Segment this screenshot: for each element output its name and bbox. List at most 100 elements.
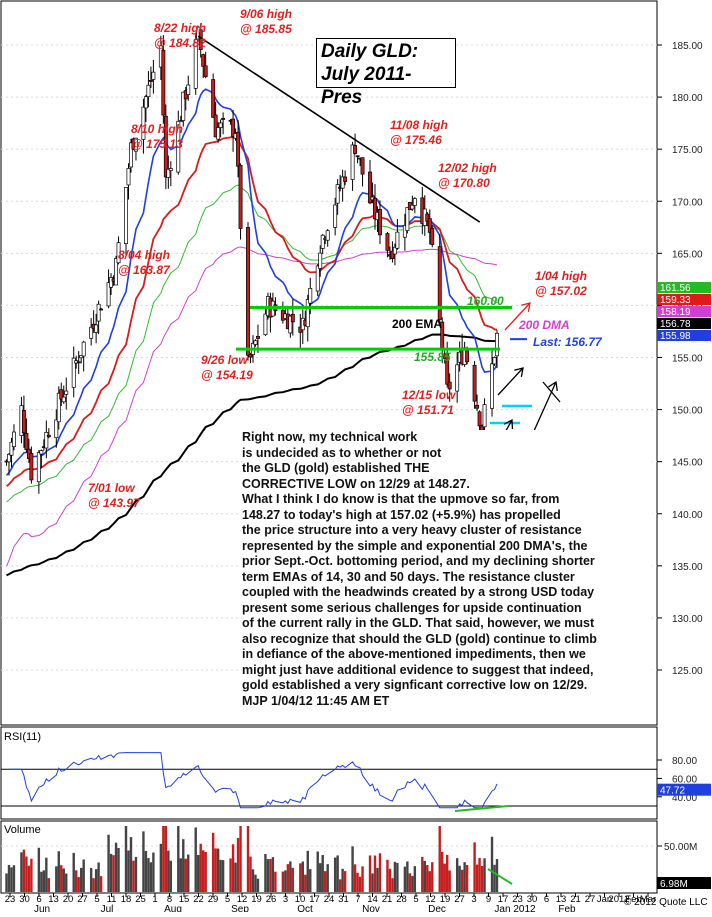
ema200-label: 200 EMA [392,317,442,331]
x-tick-label: 6 [544,894,549,905]
volume-bar [475,864,479,892]
candle-body [96,303,101,322]
annotations: 8/22 high@ 184.82 9/06 high@ 185.85 8/10 h… [88,7,603,510]
annotation-label: 12/02 high [438,161,497,175]
candle-body [373,197,377,220]
price-axis: 125.00 130.00 135.00 140.00 145.00 150.00 155.… [657,41,703,677]
volume-bar [281,871,285,892]
x-tick-label: 10 [295,894,306,905]
volume-bar [246,826,250,892]
volume-tick-label: 50.00M [664,842,697,853]
candle-body [340,176,345,189]
volume-last-value: 6.98M [660,879,688,890]
volume-bar [421,856,424,892]
volume-bar [473,842,476,892]
x-tick-label: Feb [625,894,641,905]
candle-body [124,187,128,244]
candle-body [288,315,293,334]
x-tick-label: 5 [94,894,99,905]
candle-body [148,80,153,82]
rsi-tick-label: 40.00 [672,793,697,804]
x-month-label: Nov [362,904,380,912]
candle-body [360,157,365,175]
volume-bar [368,855,372,892]
volume-bar [431,862,434,892]
candle-body [238,164,243,229]
volume-bar [216,848,220,892]
candle-body [315,265,320,292]
volume-bar [428,871,431,892]
candle-body [308,287,313,304]
volume-bar [361,866,364,892]
candle-body [29,453,34,481]
copyright: © 2012 Quote LLC [624,897,708,908]
candle-body [455,364,460,392]
volume-bar [234,862,237,892]
candle-body [126,168,131,186]
x-tick-label: 27 [454,894,465,905]
annotation-label: @ 175.46 [390,133,442,147]
price-badge [657,282,711,293]
level-15585-label: 155.85 [414,350,451,364]
volume-bar [7,864,11,892]
candle-body [430,227,435,245]
candle-body [134,137,138,152]
volume-bar [27,865,31,892]
volume-bar [460,869,464,892]
x-tick-label: 22 [193,894,204,905]
candle-body [141,106,146,140]
candle-body [116,242,121,264]
x-tick-label: 24 [324,894,335,905]
volume-bar [413,866,417,892]
volume-bar [448,870,451,892]
price-tick-label: 140.00 [672,510,703,521]
candle-body [445,353,450,385]
volume-bar [152,852,155,892]
volume-bar [455,858,459,892]
volume-bar [77,877,80,892]
x-tick-label: 13 [48,894,59,905]
level-160-label: 160.00 [467,294,504,308]
ema30-line [5,136,498,487]
price-tick-label: 180.00 [672,93,703,104]
volume-bar [112,855,115,892]
annotation-label: @ 175.13 [131,137,183,151]
candle-body [231,118,236,138]
volume-bar [478,857,481,892]
volume-bar [57,851,60,892]
candle-body [168,168,173,171]
price-badge-value: 155.98 [660,331,691,342]
volume-bar [266,859,270,892]
volume-bar [378,853,382,892]
candle-body [353,145,358,154]
candle-body [437,246,442,320]
annotation-label: 8/04 high [118,248,170,262]
candle-body [114,258,118,286]
candle-body [495,332,499,357]
dma200-label: 200 DMA [518,318,570,332]
price-tick-label: 150.00 [672,406,703,417]
volume-bar [446,854,449,892]
x-tick-label: 3 [283,894,288,905]
candle-body [333,204,338,228]
x-tick-label: 2012 [608,894,629,905]
volume-bar [231,844,235,892]
annotation-label: 8/10 high [131,122,183,136]
volume-bar [60,865,63,892]
volume-bar [289,861,292,892]
last-price-label: Last: 156.77 [533,335,603,349]
annotation-label: 8/22 high [154,21,206,35]
volume-bar [72,852,75,892]
candle-body [490,363,494,409]
volume-bar [22,849,26,892]
candle-body [71,357,76,388]
price-tick-label: 155.00 [672,354,703,365]
arrow-head [514,367,524,377]
price-badge [657,318,711,329]
volume-bar [376,867,379,892]
volume-bar [55,866,58,892]
volume-bar [10,867,13,892]
x-month-label: Sep [231,904,249,912]
candle-body [76,361,81,364]
